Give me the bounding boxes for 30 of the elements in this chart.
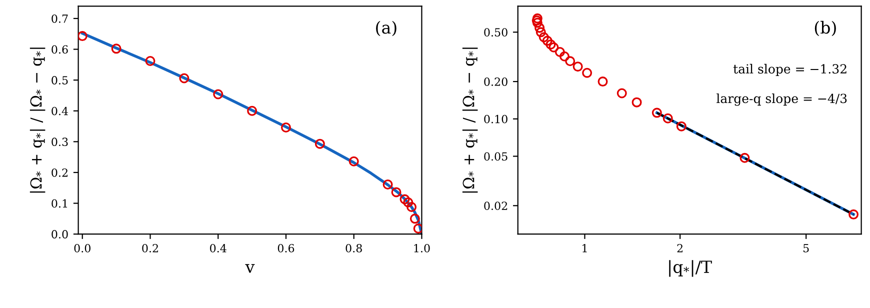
x-tick-label: 1.0 xyxy=(414,244,430,252)
annotation: tail slope = −1.32 xyxy=(733,64,846,76)
x-tick-label: 2 xyxy=(677,244,683,252)
y-tick-label: 0.4 xyxy=(52,106,68,116)
y-tick-label: 0.05 xyxy=(484,152,508,161)
annotation: large-q slope = −4/3 xyxy=(716,93,847,106)
y-tick-label: 0.50 xyxy=(484,28,508,37)
x-axis-title: v xyxy=(245,264,255,273)
annotation: (a) xyxy=(376,20,396,36)
y-tick-label: 0.02 xyxy=(484,202,508,210)
y-tick-label: 0.3 xyxy=(52,138,68,146)
x-tick-label: 5 xyxy=(803,244,809,252)
text: |Ω$_{*}$ + q$_{*}$| / |Ω$_{*}$ − q$_{*}$| xyxy=(30,48,46,193)
x-tick-label: 0.6 xyxy=(278,244,294,252)
y-tick-label: 0.1 xyxy=(52,199,67,208)
x-axis-title: |q$_{*}$|/T xyxy=(669,260,712,277)
y-tick-label: 0.0 xyxy=(52,230,68,238)
y-tick-label: 0.20 xyxy=(484,78,508,86)
y-tick-label: 0.2 xyxy=(52,168,68,177)
y-tick-label: 0.5 xyxy=(52,76,68,84)
text: |Ω$_{*}$ + q$_{*}$| / |Ω$_{*}$ − q$_{*}$| xyxy=(462,48,478,193)
y-tick-label: 0.7 xyxy=(52,14,68,23)
x-tick-label: 0.4 xyxy=(210,244,226,252)
x-tick-label: 0.8 xyxy=(346,244,362,252)
y-tick-label: 0.10 xyxy=(484,114,508,124)
annotation: (b) xyxy=(814,20,836,36)
x-tick-label: 0.2 xyxy=(142,244,158,252)
x-tick-label: 0.0 xyxy=(74,244,90,252)
y-tick-label: 0.6 xyxy=(52,45,68,54)
x-tick-label: 1 xyxy=(582,244,587,252)
